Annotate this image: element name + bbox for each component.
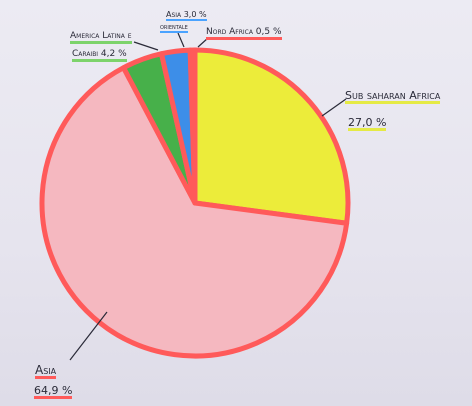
pie-slices	[39, 47, 351, 359]
pie-slice-asia	[39, 65, 350, 359]
label-asia-name: Asia	[35, 363, 57, 379]
label-latam-name: America Latina e	[70, 32, 132, 44]
leader-line-asia	[69, 311, 108, 361]
leader-line-east-asia	[177, 32, 185, 48]
label-latam-value: Caraibi 4,2 %	[72, 50, 127, 62]
label-east-asia-sub: orientale	[160, 23, 188, 33]
pie-slice-ssa	[192, 47, 351, 226]
label-ssa-name: Sub saharan Africa	[345, 89, 441, 104]
leader-line-latam	[133, 41, 159, 51]
label-east-asia-name: Asia 3,0 %	[166, 10, 207, 21]
pie-slice-north-africa	[187, 47, 198, 206]
leader-line-ssa	[321, 98, 347, 117]
label-ssa-value: 27,0 %	[348, 116, 387, 131]
label-north-africa: Nord Africa 0,5 %	[206, 28, 282, 40]
label-asia-value: 64,9 %	[34, 384, 73, 399]
